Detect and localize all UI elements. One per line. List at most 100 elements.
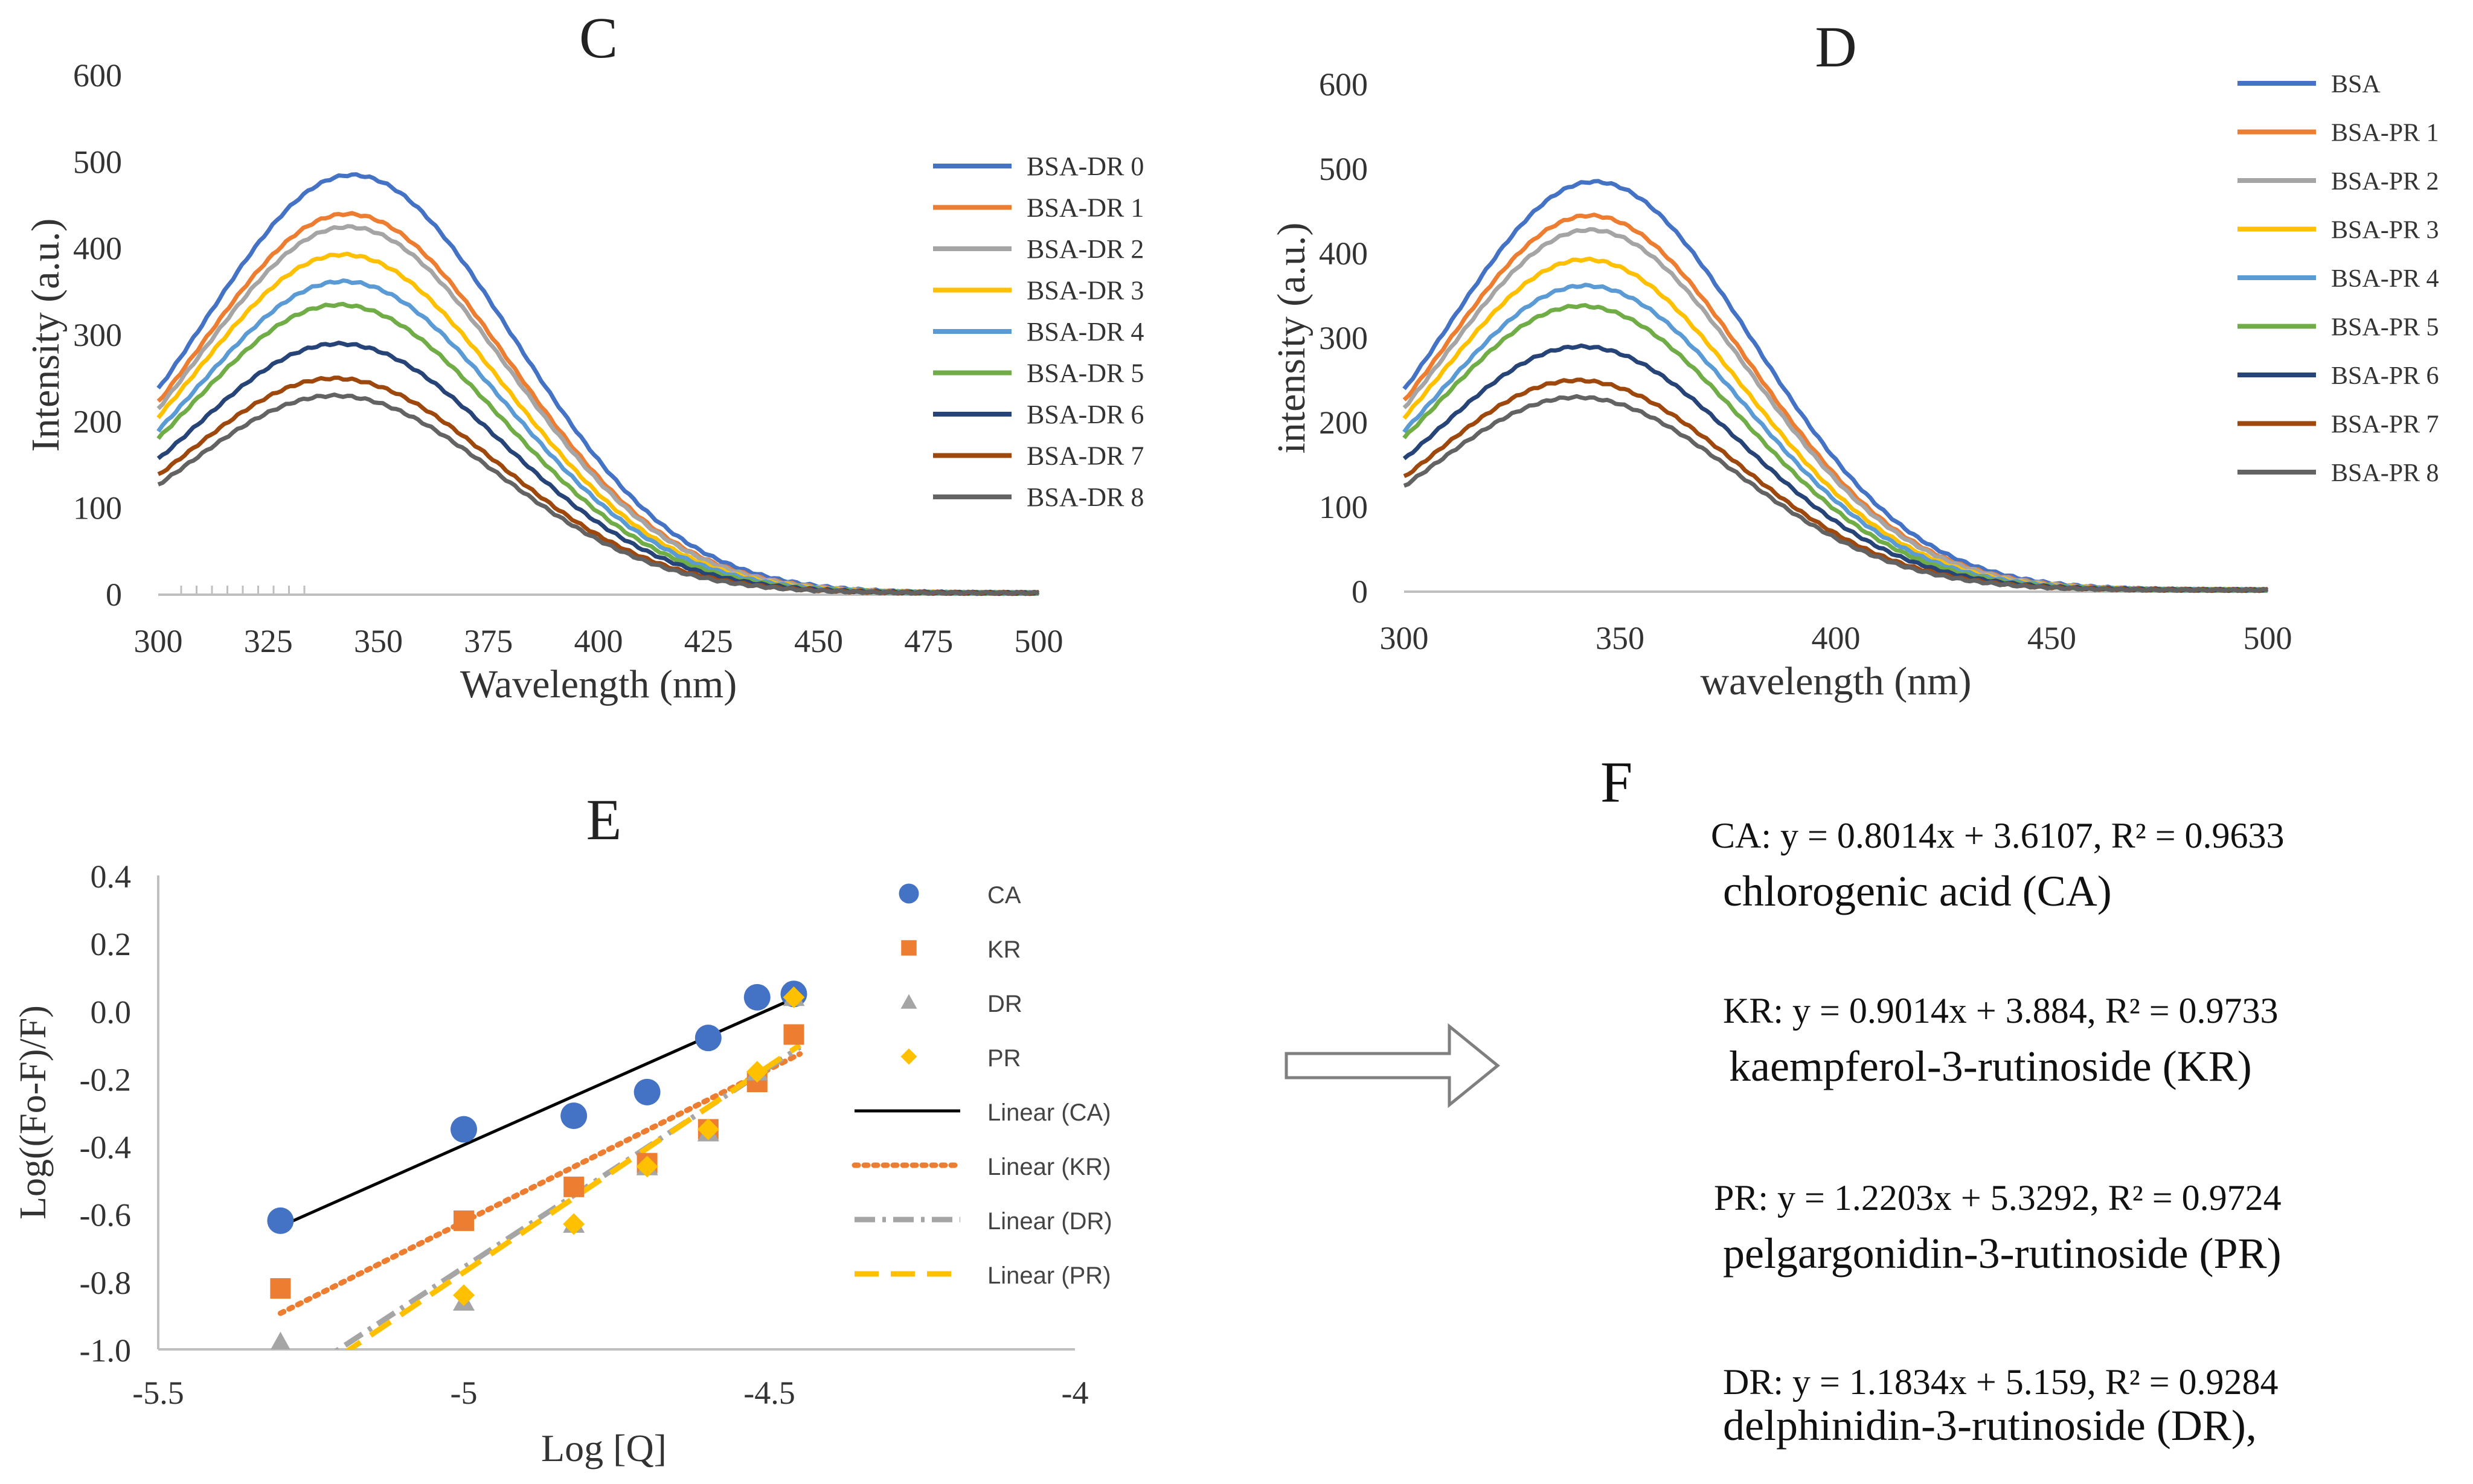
panel-letter: D xyxy=(1815,14,1856,79)
x-tick-label: 475 xyxy=(904,623,953,659)
y-tick-label: 400 xyxy=(73,231,122,267)
legend-label: DR xyxy=(987,991,1022,1017)
panel-f-letter: F xyxy=(1600,750,1633,814)
y-tick-label: 300 xyxy=(1319,320,1368,356)
x-tick-label: -5 xyxy=(451,1375,478,1411)
legend-marker-pr xyxy=(900,1048,917,1065)
data-point-ca xyxy=(633,1078,661,1105)
series-line-bsa-dr-5 xyxy=(156,302,1040,596)
y-axis-label: intensity (a.u.) xyxy=(1269,222,1313,453)
x-tick-label: 400 xyxy=(1812,620,1861,656)
legend-label: BSA-DR 8 xyxy=(1027,482,1144,512)
right-arrow-icon xyxy=(1285,1023,1500,1108)
legend-marker-ca xyxy=(899,883,919,904)
legend-label: BSA-DR 4 xyxy=(1027,317,1144,347)
y-tick-label: 0 xyxy=(106,577,122,613)
legend-label: Linear (PR) xyxy=(987,1262,1111,1289)
x-tick-label: 350 xyxy=(1596,620,1644,656)
series-line-bsa-dr-4 xyxy=(156,278,1039,596)
panel-letter: C xyxy=(579,5,618,70)
x-tick-label: 500 xyxy=(1015,623,1063,659)
trendline-linear-kr- xyxy=(277,1051,803,1316)
y-tick-label: 0 xyxy=(1352,574,1368,610)
series-line-bsa-pr-5 xyxy=(1402,303,2269,593)
y-tick-label: 400 xyxy=(1319,235,1368,272)
compound-name-kr: kaempferol-3-rutinoside (KR) xyxy=(1729,1042,2252,1090)
panel-d-spectra-chart: D 0 100 200 300 400 500 600 300 350 400 450 500 wavel… xyxy=(1269,14,2439,703)
series-line-bsa-dr-7 xyxy=(157,376,1039,596)
legend-label: BSA-PR 7 xyxy=(2331,411,2439,439)
legend-label: BSA-PR 1 xyxy=(2331,120,2439,147)
panel-c-spectra-chart: C 0 100 200 300 400 500 600 300 325 350 375 400 425 45… xyxy=(24,5,1144,706)
legend-label: Linear (CA) xyxy=(987,1099,1111,1126)
data-point-pr xyxy=(783,986,805,1008)
trendline-linear-ca- xyxy=(280,994,801,1228)
data-point-ca xyxy=(267,1207,294,1234)
y-axis-label: Log((Fo-F)/F) xyxy=(13,1005,54,1220)
trendline-linear-dr- xyxy=(333,1044,802,1349)
legend-label: BSA-DR 1 xyxy=(1027,193,1144,223)
data-point-kr xyxy=(783,1024,804,1045)
series-line-bsa-pr-3 xyxy=(1402,256,2268,593)
data-point-ca xyxy=(694,1025,722,1052)
x-tick-label: -4 xyxy=(1062,1375,1089,1411)
data-point-pr xyxy=(563,1213,585,1235)
x-tick-label: 450 xyxy=(2027,620,2076,656)
legend-label: BSA-DR 2 xyxy=(1027,234,1144,264)
data-point-pr xyxy=(697,1118,719,1140)
legend-label: BSA-DR 5 xyxy=(1027,359,1144,388)
y-tick-label: 500 xyxy=(1319,151,1368,187)
compound-name-ca: chlorogenic acid (CA) xyxy=(1723,867,2112,915)
series-line-bsa-pr-6 xyxy=(1402,343,2268,593)
y-tick-label: 200 xyxy=(73,403,122,440)
data-point-ca xyxy=(560,1102,588,1130)
y-tick-label: 0.4 xyxy=(91,859,132,895)
y-tick-label: -0.2 xyxy=(80,1061,131,1098)
equation-ca: CA: y = 0.8014x + 3.6107, R² = 0.9633 xyxy=(1711,816,2285,856)
series-line-bsa-dr-6 xyxy=(156,341,1039,596)
legend-label: PR xyxy=(987,1045,1021,1072)
legend-label: BSA-PR 6 xyxy=(2331,362,2439,390)
y-tick-label: -0.8 xyxy=(80,1265,131,1301)
legend-label: BSA-DR 3 xyxy=(1027,276,1144,305)
y-tick-label: 600 xyxy=(1319,66,1368,103)
x-tick-label: 300 xyxy=(134,623,183,659)
x-axis-label: Log [Q] xyxy=(541,1427,667,1470)
data-point-pr xyxy=(453,1284,475,1306)
x-tick-label: 500 xyxy=(2244,620,2292,656)
y-tick-label: -0.4 xyxy=(80,1130,131,1166)
panel-e-stern-volmer-chart: E -1.0 -0.8 -0.6 -0.4 -0.2 0.0 0.2 0.4 -5.5 -5 -4.5… xyxy=(13,787,1112,1470)
data-point-dr xyxy=(271,1331,290,1349)
legend-label: BSA xyxy=(2331,71,2381,98)
data-point-ca xyxy=(451,1116,477,1143)
compound-name-dr: delphinidin-3-rutinoside (DR), xyxy=(1723,1401,2257,1450)
y-tick-label: 100 xyxy=(73,490,122,526)
data-point-pr xyxy=(636,1156,658,1178)
legend-label: BSA-PR 2 xyxy=(2331,168,2439,196)
y-tick-label: 300 xyxy=(73,317,122,353)
legend-label: BSA-PR 4 xyxy=(2331,265,2439,293)
legend-label: BSA-PR 3 xyxy=(2331,217,2439,245)
data-point-ca xyxy=(743,983,771,1011)
legend-label: BSA-PR 8 xyxy=(2331,459,2439,487)
x-tick-label: 350 xyxy=(354,623,403,659)
legend-label: BSA-DR 6 xyxy=(1027,400,1144,429)
legend-marker-kr xyxy=(901,940,917,956)
data-point-kr xyxy=(270,1278,291,1299)
data-point-pr xyxy=(746,1061,768,1083)
marker-group xyxy=(267,980,807,1349)
y-axis-label: Intensity (a.u.) xyxy=(24,219,68,452)
y-tick-label: 0.2 xyxy=(91,926,132,962)
equation-kr: KR: y = 0.9014x + 3.884, R² = 0.9733 xyxy=(1723,991,2279,1031)
equation-dr: DR: y = 1.1834x + 5.159, R² = 0.9284 xyxy=(1723,1362,2279,1402)
series-line-bsa-dr-3 xyxy=(156,251,1039,596)
y-tick-label: 0.0 xyxy=(91,994,132,1030)
legend-label: KR xyxy=(987,936,1021,963)
series-line-bsa-pr-8 xyxy=(1403,394,2269,593)
legend-label: BSA-PR 5 xyxy=(2331,314,2439,342)
compound-name-pr: pelgargonidin-3-rutinoside (PR) xyxy=(1723,1229,2282,1278)
y-tick-label: -1.0 xyxy=(80,1332,131,1369)
legend-label: CA xyxy=(987,882,1021,909)
x-axis-label: wavelength (nm) xyxy=(1700,659,1971,703)
